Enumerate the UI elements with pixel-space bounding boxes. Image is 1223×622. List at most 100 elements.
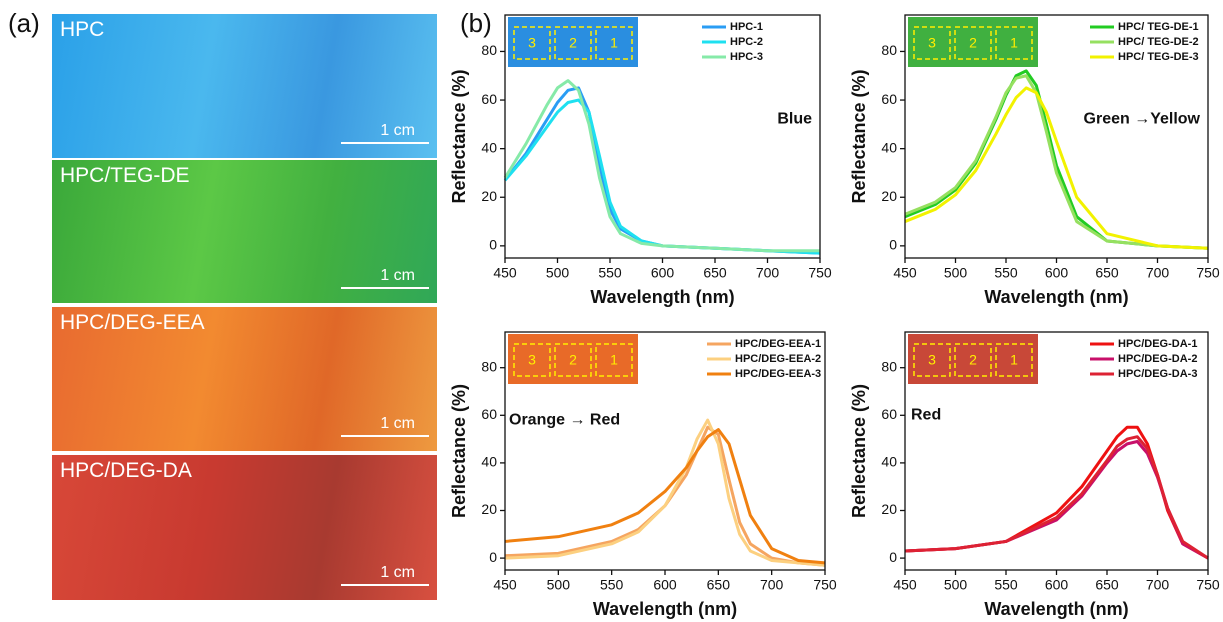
y-tick-label: 60 [881, 91, 897, 107]
plot-frame [504, 14, 821, 259]
inset-box [554, 343, 592, 377]
y-tick-label: 40 [481, 454, 497, 470]
inset-box [595, 26, 633, 60]
legend-label: HPC/DEG-EEA-3 [735, 368, 821, 380]
inset-box [995, 26, 1033, 60]
photo-label: HPC [60, 18, 105, 41]
y-tick-label: 0 [489, 549, 497, 565]
legend-label: HPC/ TEG-DE-1 [1118, 21, 1199, 33]
legend-label: HPC-2 [730, 36, 763, 48]
x-tick-label: 500 [944, 577, 968, 593]
inset-box [513, 26, 551, 60]
annotation: Blue [777, 111, 812, 128]
scale-bar [341, 287, 429, 289]
series-line [904, 69, 1209, 250]
y-tick-label: 0 [889, 549, 897, 565]
y-tick-label: 0 [489, 237, 497, 253]
photo: HPC 1 cm [52, 14, 437, 158]
scale-bar [341, 435, 429, 437]
inset-label: 1 [610, 35, 618, 51]
y-tick-label: 20 [481, 188, 497, 204]
x-tick-label: 600 [1045, 577, 1069, 593]
inset-label: 1 [1010, 352, 1018, 368]
x-tick-label: 650 [703, 265, 727, 281]
photo: HPC/DEG-DA 1 cm [52, 455, 437, 600]
series-line [503, 79, 820, 253]
x-tick-label: 750 [813, 577, 837, 593]
inset-label: 1 [610, 352, 618, 368]
annotation: Orange → Red [509, 411, 620, 428]
inset-label: 3 [528, 35, 536, 51]
inset-label: 3 [928, 35, 936, 51]
scale-label: 1 cm [380, 267, 415, 284]
photo-label: HPC/TEG-DE [60, 164, 190, 187]
x-tick-label: 450 [893, 265, 917, 281]
y-tick-label: 20 [481, 501, 497, 517]
inset-label: 1 [1010, 35, 1018, 51]
inset-box [913, 26, 951, 60]
legend-label: HPC/DEG-EEA-2 [735, 353, 821, 365]
y-tick-label: 40 [481, 139, 497, 155]
series-line [904, 86, 1209, 250]
legend-label: HPC/ TEG-DE-2 [1118, 36, 1199, 48]
scale-label: 1 cm [380, 564, 415, 581]
x-tick-label: 450 [493, 265, 517, 281]
panel-label: (b) [460, 8, 492, 38]
x-tick-label: 700 [1146, 265, 1170, 281]
legend-label: HPC/DEG-DA-2 [1118, 353, 1197, 365]
x-tick-label: 450 [493, 577, 517, 593]
x-tick-label: 750 [808, 265, 832, 281]
inset-box [995, 343, 1033, 377]
x-tick-label: 650 [707, 577, 731, 593]
y-axis-title: Reflectance (%) [449, 384, 469, 518]
x-axis-title: Wavelength (nm) [590, 287, 734, 307]
x-tick-label: 550 [598, 265, 622, 281]
x-tick-label: 600 [653, 577, 677, 593]
x-tick-label: 500 [546, 265, 570, 281]
series-line [504, 425, 826, 567]
x-tick-label: 750 [1196, 265, 1220, 281]
inset-box [595, 343, 633, 377]
x-tick-label: 600 [1045, 265, 1069, 281]
scale-bar [341, 584, 429, 586]
x-tick-label: 450 [893, 577, 917, 593]
photo-label: HPC/DEG-EEA [60, 311, 205, 334]
y-axis-title: Reflectance (%) [449, 69, 469, 203]
x-tick-label: 550 [994, 265, 1018, 281]
x-tick-label: 550 [994, 577, 1018, 593]
x-tick-label: 500 [547, 577, 571, 593]
series-line [904, 439, 1209, 560]
scale-bar [341, 142, 429, 144]
series-line [504, 418, 826, 567]
legend-label: HPC/ TEG-DE-3 [1118, 51, 1199, 63]
legend-label: HPC/DEG-DA-3 [1118, 368, 1197, 380]
inset-label: 2 [969, 35, 977, 51]
scale-label: 1 cm [380, 122, 415, 139]
x-tick-label: 650 [1095, 577, 1119, 593]
y-tick-label: 60 [881, 406, 897, 422]
x-tick-label: 650 [1095, 265, 1119, 281]
x-axis-title: Wavelength (nm) [984, 287, 1128, 307]
y-tick-label: 40 [881, 454, 897, 470]
legend-label: HPC/DEG-DA-1 [1118, 338, 1197, 350]
inset-box [513, 343, 551, 377]
y-axis-title: Reflectance (%) [849, 384, 869, 518]
y-tick-label: 0 [889, 237, 897, 253]
inset-label: 2 [569, 352, 577, 368]
y-tick-label: 20 [881, 501, 897, 517]
y-tick-label: 40 [881, 139, 897, 155]
photo: HPC/TEG-DE 1 cm [52, 160, 437, 303]
photo: HPC/DEG-EEA 1 cm [52, 307, 437, 451]
legend-label: HPC-3 [730, 51, 763, 63]
x-tick-label: 700 [756, 265, 780, 281]
series-line [904, 435, 1209, 560]
y-tick-label: 80 [481, 42, 497, 58]
y-tick-label: 20 [881, 188, 897, 204]
x-axis-title: Wavelength (nm) [984, 599, 1128, 619]
annotation: Green →Yellow [1084, 111, 1201, 128]
x-tick-label: 750 [1196, 577, 1220, 593]
plot-frame [904, 14, 1209, 259]
x-tick-label: 500 [944, 265, 968, 281]
